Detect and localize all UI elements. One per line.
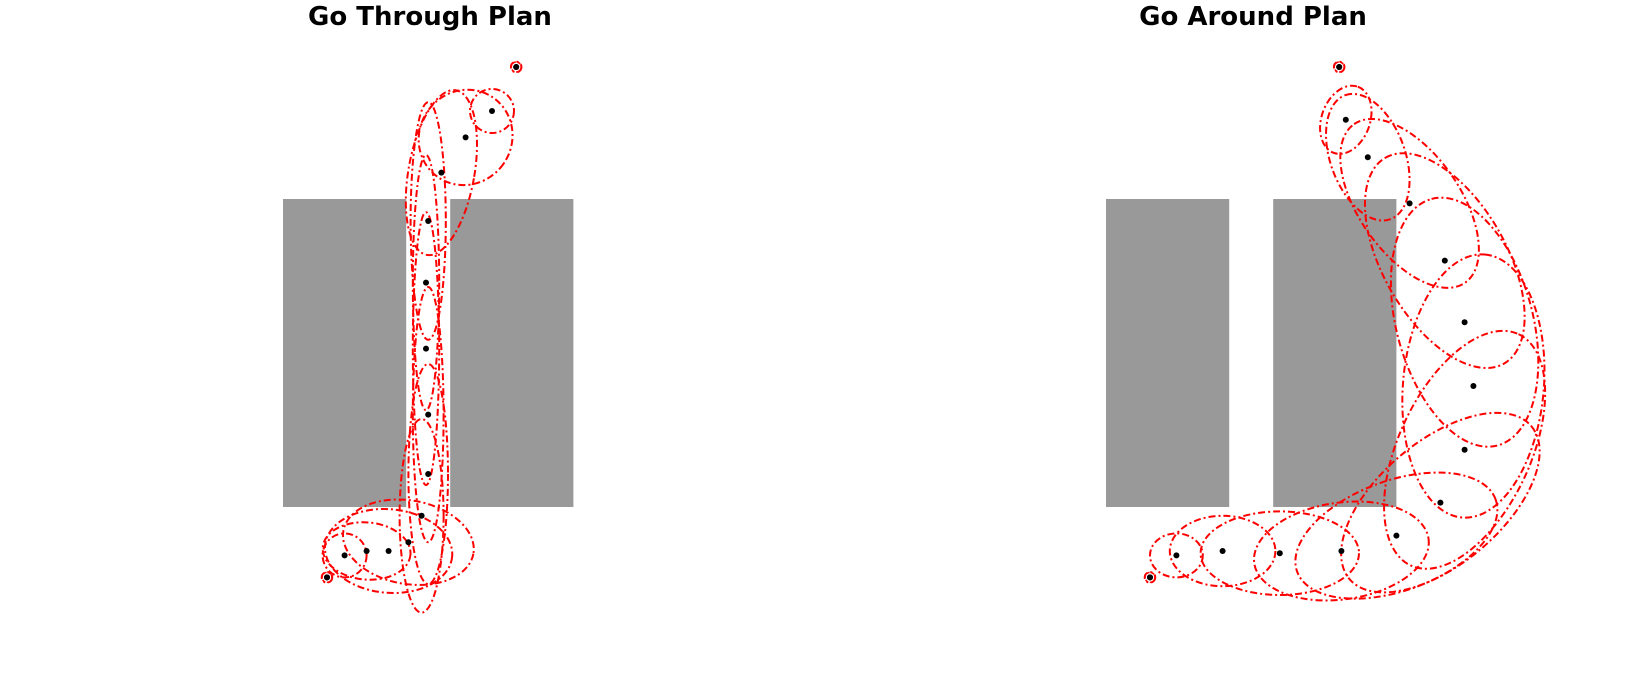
uncertainty-ellipse (1168, 514, 1277, 588)
uncertainty-ellipse (411, 286, 445, 544)
waypoint-dot (1393, 532, 1400, 539)
waypoint-dot (1441, 257, 1448, 264)
waypoint-dot (1173, 552, 1180, 559)
uncertainty-ellipse (411, 211, 441, 486)
uncertainty-ellipse (1319, 84, 1373, 155)
waypoint-dot (1461, 319, 1468, 326)
panel-title-through: Go Through Plan (308, 2, 552, 32)
uncertainty-ellipse (1401, 253, 1546, 519)
uncertainty-ellipse (1340, 411, 1541, 594)
uncertainty-ellipse (1199, 510, 1361, 597)
waypoint-dot (341, 552, 348, 559)
uncertainty-ellipse (417, 88, 514, 187)
waypoint-dot (489, 108, 495, 114)
uncertainty-ellipse (407, 363, 450, 585)
uncertainty-ellipse (321, 521, 412, 581)
waypoint-dot (1342, 116, 1349, 123)
plan-panel-around (1106, 60, 1547, 602)
obstacle-left (283, 199, 407, 507)
waypoint-dot (438, 169, 445, 176)
waypoint-dot (425, 471, 432, 477)
uncertainty-ellipse (469, 88, 515, 134)
start-marker-ring (321, 571, 333, 584)
waypoint-dot (363, 548, 370, 554)
waypoint-dot (425, 411, 432, 418)
waypoint-dot (1338, 548, 1345, 554)
waypoint-dot (1364, 154, 1371, 161)
plan-panel-through (283, 60, 574, 614)
obstacle-left (1106, 199, 1230, 507)
panel-title-around: Go Around Plan (1139, 2, 1367, 32)
waypoint-dot (425, 218, 432, 224)
waypoint-dot (1470, 383, 1477, 389)
waypoint-dot (385, 548, 392, 554)
waypoint-dot (1437, 499, 1444, 506)
start-marker-ring (1144, 571, 1156, 584)
waypoint-dot (1461, 446, 1468, 453)
uncertainty-ellipse (1325, 92, 1411, 222)
uncertainty-ellipse (323, 507, 454, 595)
goal-marker (1336, 64, 1343, 70)
waypoint-dot (418, 512, 425, 519)
start-marker (324, 574, 330, 581)
uncertainty-ellipse (341, 498, 475, 586)
waypoint-dot (423, 345, 429, 352)
waypoint-dot (423, 279, 429, 286)
uncertainty-ellipse (1363, 152, 1526, 369)
waypoint-dot (462, 134, 469, 141)
waypoint-dot (1406, 200, 1413, 207)
obstacle-right (450, 199, 574, 507)
start-marker (1147, 574, 1153, 581)
uncertainty-ellipse (1149, 532, 1204, 579)
uncertainty-ellipse (398, 418, 445, 614)
waypoint-dot (1276, 550, 1283, 557)
uncertainty-ellipse (321, 532, 368, 579)
waypoint-dot (1219, 548, 1226, 554)
waypoint-dot (405, 539, 412, 546)
uncertainty-ellipse (1294, 471, 1499, 600)
obstacle-right (1273, 199, 1397, 507)
goal-marker-ring (510, 61, 522, 73)
uncertainty-ellipse (1383, 329, 1547, 570)
uncertainty-ellipse (409, 101, 447, 341)
uncertainty-ellipse (1389, 196, 1540, 448)
goal-marker-ring (1333, 61, 1345, 73)
goal-marker (513, 64, 520, 70)
